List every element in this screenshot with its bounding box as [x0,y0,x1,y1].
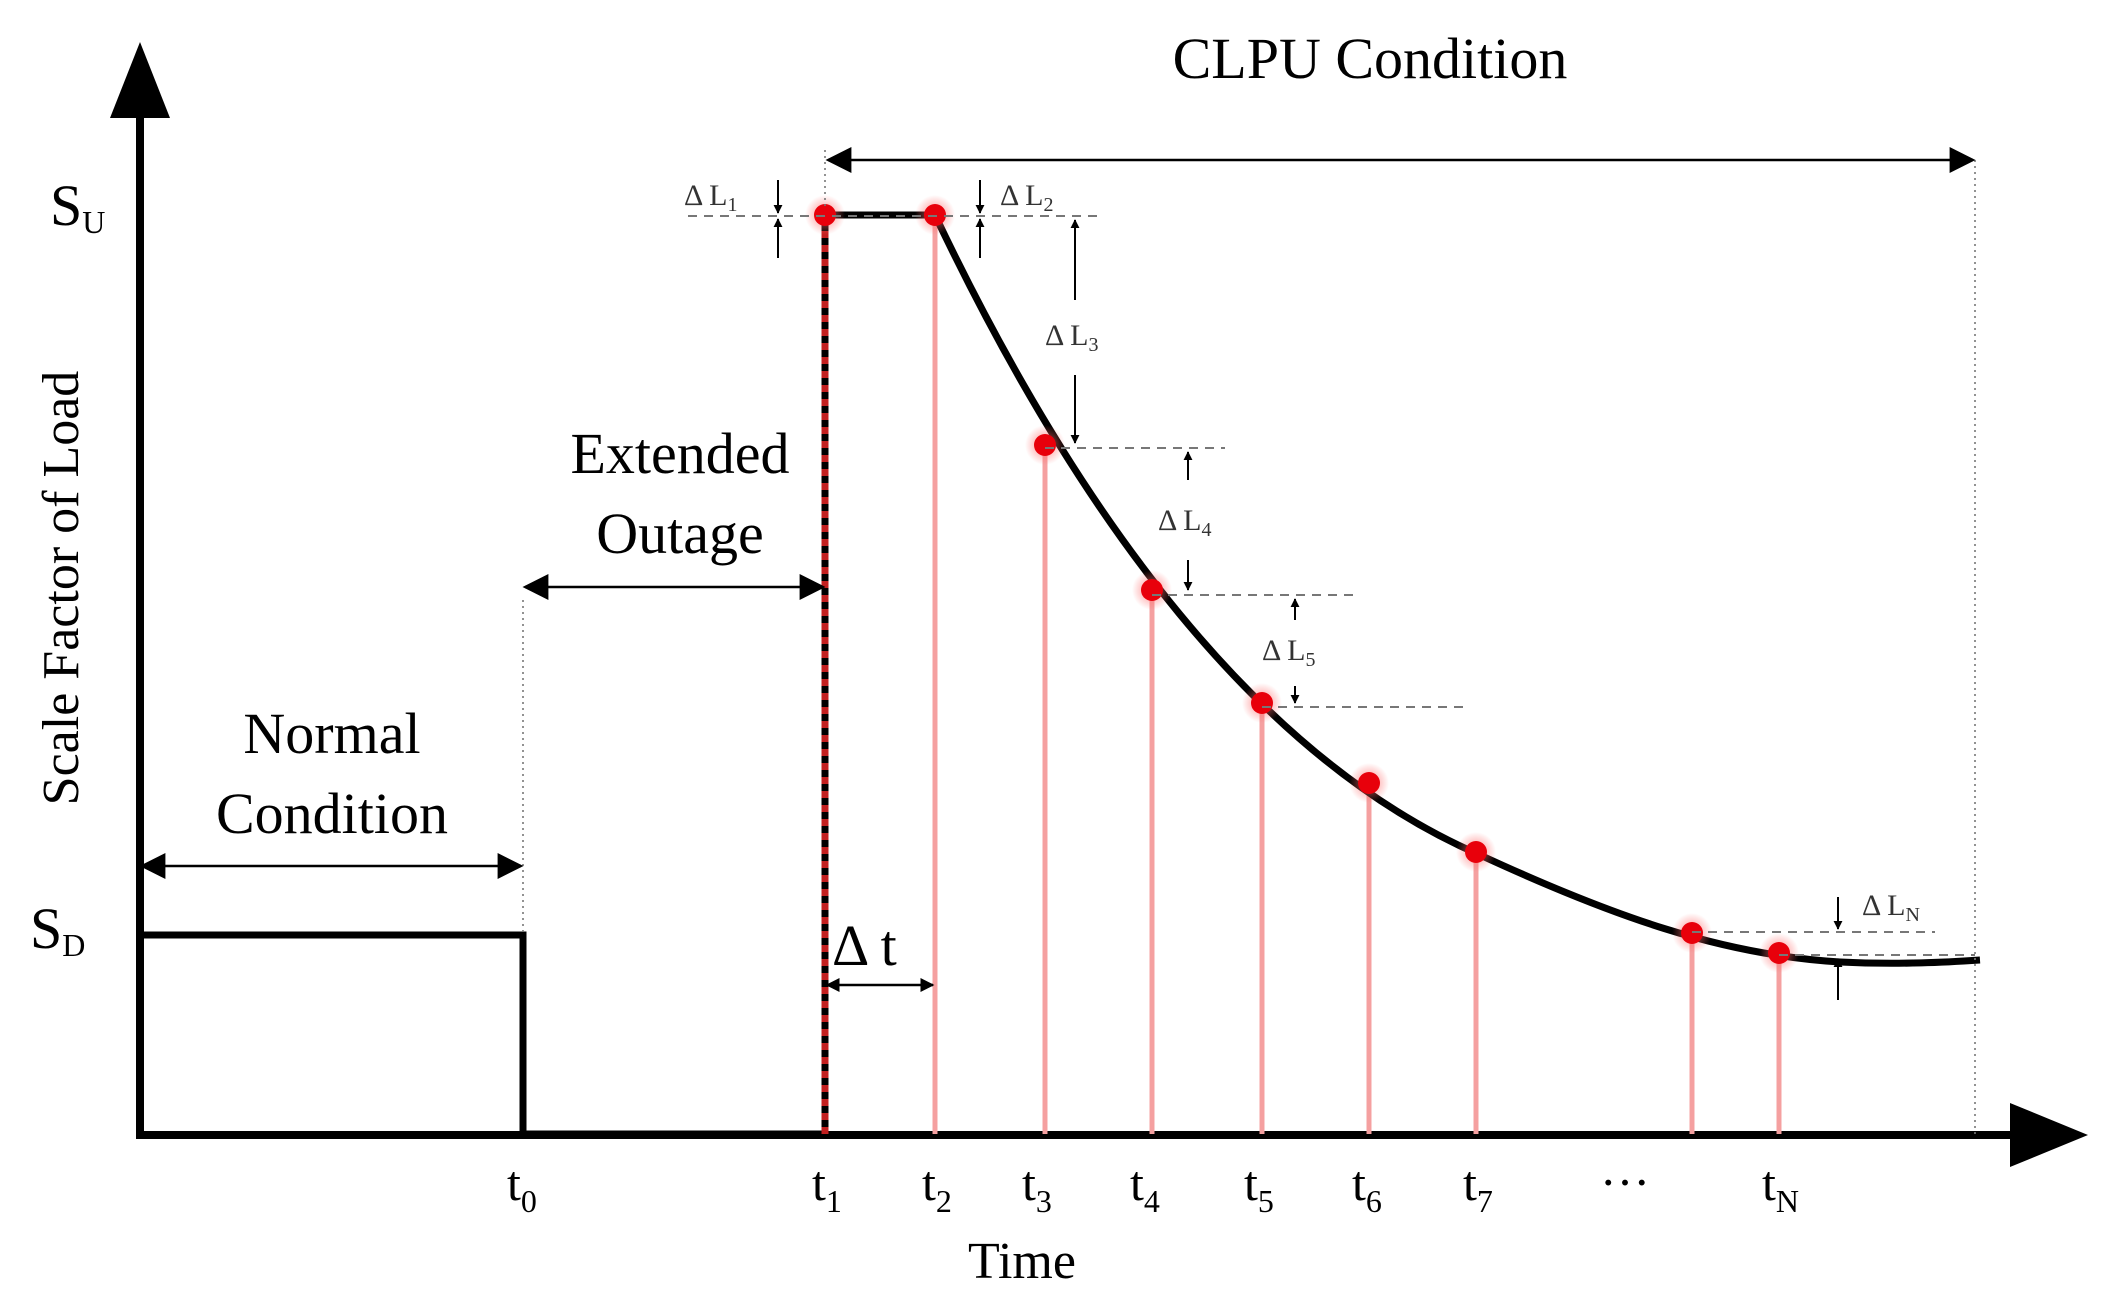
tick-t3: t3 [1022,1155,1052,1219]
outage-label-line2: Outage [596,501,764,566]
tick-tN: tN [1762,1155,1799,1219]
delta-ln-label: Δ LN [1862,889,1920,926]
sample-lines [932,215,1782,1134]
delta-l-labels: Δ L1 Δ L2 Δ L3 Δ L4 Δ L5 Δ LN [684,179,1920,926]
dashed-reference-lines [688,215,1975,956]
level-su-label: SU [50,173,105,240]
guide-lines [522,150,1976,1134]
delta-l5-label: Δ L5 [1262,634,1315,671]
sample-points [805,195,1799,973]
tick-ellipsis: … [1600,1140,1650,1196]
x-axis [136,1103,2088,1167]
load-step-line [140,931,825,1138]
tick-t2: t2 [922,1155,952,1219]
delta-l3-label: Δ L3 [1045,319,1098,356]
delta-l2-label: Δ L2 [1000,179,1053,216]
delta-l1-label: Δ L1 [684,179,737,216]
tick-t7: t7 [1463,1155,1493,1219]
normal-label-line2: Condition [216,781,448,846]
clpu-title: CLPU Condition [1173,26,1568,91]
clpu-decay-curve [825,211,1981,967]
x-axis-label: Time [968,1233,1076,1290]
delta-l-arrows [773,180,1843,1000]
normal-label-line1: Normal [243,701,420,766]
y-axis-label: Scale Factor of Load [33,371,90,806]
tick-t0: t0 [507,1155,537,1219]
tick-t1: t1 [812,1155,842,1219]
time-tick-labels: t0 t1 t2 t3 t4 t5 t6 t7 … tN [507,1140,1799,1219]
tick-t5: t5 [1244,1155,1274,1219]
tick-t4: t4 [1130,1155,1160,1219]
delta-l4-label: Δ L4 [1158,504,1211,541]
level-sd-label: SD [30,896,85,963]
delta-t-label: Δ t [832,913,897,978]
y-axis [110,42,170,1135]
tick-t6: t6 [1352,1155,1382,1219]
outage-label-line1: Extended [570,421,789,486]
